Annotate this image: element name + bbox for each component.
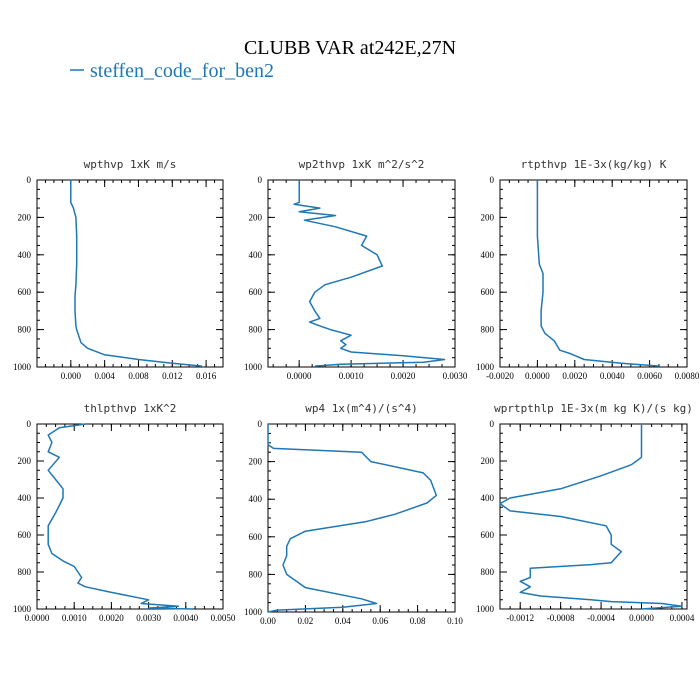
y-tick-label: 0 [490, 175, 495, 185]
y-tick-label: 400 [18, 493, 32, 503]
y-tick-label: 800 [481, 567, 495, 577]
x-tick-label: -0.0012 [506, 613, 534, 623]
y-tick-label: 1000 [476, 604, 495, 614]
panel-title: thlpthvp 1xK^2 [84, 402, 177, 415]
panel-title: wprtpthlp 1E-3x(m kg K)/(s kg) [494, 402, 693, 415]
x-tick-label: 0.0030 [443, 371, 468, 381]
x-tick-label: 0.008 [128, 371, 149, 381]
series-line [267, 424, 438, 613]
series-line [499, 424, 683, 610]
legend: steffen_code_for_ben2 [70, 60, 274, 82]
y-tick-label: 600 [249, 532, 263, 542]
panel-title: wpthvp 1xK m/s [84, 158, 177, 171]
x-tick-label: 0.06 [372, 616, 388, 626]
y-tick-label: 600 [481, 530, 495, 540]
y-tick-label: 600 [18, 287, 32, 297]
x-tick-label: 0.08 [410, 616, 426, 626]
y-tick-label: 400 [18, 250, 32, 260]
y-tick-label: 600 [18, 530, 32, 540]
y-tick-label: 1000 [476, 362, 495, 372]
panel-title: rtpthvp 1E-3x(kg/kg) K [521, 158, 667, 171]
y-tick-label: 1000 [244, 607, 263, 617]
x-tick-label: 0.0040 [173, 613, 198, 623]
plot-frame [499, 179, 688, 368]
y-tick-label: 800 [481, 325, 495, 335]
series-line [536, 180, 660, 367]
y-tick-label: 400 [481, 250, 495, 260]
plot-frame [36, 179, 224, 368]
panel-wp4: wp4 1x(m^4)/(s^4) 0.00 0.02 0.04 0.06 0.08 0.1… [244, 402, 463, 626]
y-tick-label: 0 [258, 419, 263, 429]
panel-rtpthvp: rtpthvp 1E-3x(kg/kg) K -0.0020 0.0000 0.002… [476, 158, 700, 381]
y-tick-label: 200 [18, 456, 32, 466]
plot-frame [36, 423, 224, 610]
figure-title: CLUBB VAR at242E,27N [244, 37, 456, 59]
y-tick-label: 0 [490, 419, 495, 429]
x-tick-label: 0.012 [162, 371, 182, 381]
x-tick-label: 0.04 [335, 616, 351, 626]
y-tick-label: 0 [27, 175, 32, 185]
y-tick-label: 200 [249, 457, 263, 467]
x-tick-label: 0.004 [95, 371, 116, 381]
y-tick-label: 1000 [244, 362, 263, 372]
y-tick-label: 400 [249, 494, 263, 504]
series-line [70, 180, 202, 367]
x-tick-label: 0.000 [61, 371, 82, 381]
x-tick-label: 0.0004 [670, 613, 695, 623]
y-tick-label: 0 [27, 419, 32, 429]
x-tick-label: 0.0020 [99, 613, 124, 623]
x-tick-label: 0.0000 [525, 371, 550, 381]
legend-label: steffen_code_for_ben2 [90, 60, 274, 82]
x-tick-label: 0.0010 [62, 613, 87, 623]
y-tick-label: 600 [249, 287, 263, 297]
x-tick-label: 0.0050 [211, 613, 236, 623]
x-tick-label: 0.00 [260, 616, 276, 626]
panel-title: wp2thvp 1xK m^2/s^2 [299, 158, 425, 171]
y-tick-label: 200 [481, 212, 495, 222]
y-tick-label: 200 [18, 212, 32, 222]
x-tick-label: 0.0060 [637, 371, 662, 381]
y-tick-label: 1000 [13, 362, 32, 372]
y-tick-label: 800 [249, 569, 263, 579]
x-tick-label: -0.0008 [547, 613, 575, 623]
x-tick-label: 0.10 [447, 616, 463, 626]
y-tick-label: 400 [481, 493, 495, 503]
y-tick-label: 800 [18, 325, 32, 335]
y-tick-label: 200 [249, 212, 263, 222]
x-tick-label: 0.0020 [391, 371, 416, 381]
panel-wprtpthlp: wprtpthlp 1E-3x(m kg K)/(s kg) -0.0012 -0.… [476, 402, 695, 623]
plot-frame [499, 423, 688, 610]
x-tick-label: 0.0010 [339, 371, 364, 381]
x-tick-label: 0.016 [196, 371, 217, 381]
panel-wpthvp: wpthvp 1xK m/s 0.000 0.004 0.008 0.012 0.016 0… [13, 158, 224, 381]
panel-wp2thvp: wp2thvp 1xK m^2/s^2 0.0000 0.0010 0.0020 0.0… [244, 158, 468, 381]
series-line [47, 423, 194, 610]
x-tick-label: 0.0000 [287, 371, 312, 381]
y-tick-label: 800 [18, 567, 32, 577]
panel-thlpthvp: thlpthvp 1xK^2 0.0000 0.0010 0.0020 0.0030 0.… [13, 402, 236, 623]
series-line [293, 180, 446, 367]
panel-title: wp4 1x(m^4)/(s^4) [305, 402, 418, 415]
x-tick-label: -0.0020 [486, 371, 514, 381]
x-tick-label: 0.0020 [562, 371, 587, 381]
x-tick-label: -0.0004 [587, 613, 615, 623]
y-tick-label: 200 [481, 456, 495, 466]
y-tick-label: 1000 [13, 604, 32, 614]
x-tick-label: 0.0000 [25, 613, 50, 623]
x-tick-label: 0.0030 [136, 613, 161, 623]
y-tick-label: 600 [481, 287, 495, 297]
x-tick-label: 0.0080 [675, 371, 700, 381]
x-tick-label: 0.0040 [600, 371, 625, 381]
y-tick-label: 0 [258, 175, 263, 185]
y-tick-label: 400 [249, 250, 263, 260]
x-tick-label: 0.02 [298, 616, 314, 626]
x-tick-label: 0.0000 [629, 613, 654, 623]
y-tick-label: 800 [249, 325, 263, 335]
